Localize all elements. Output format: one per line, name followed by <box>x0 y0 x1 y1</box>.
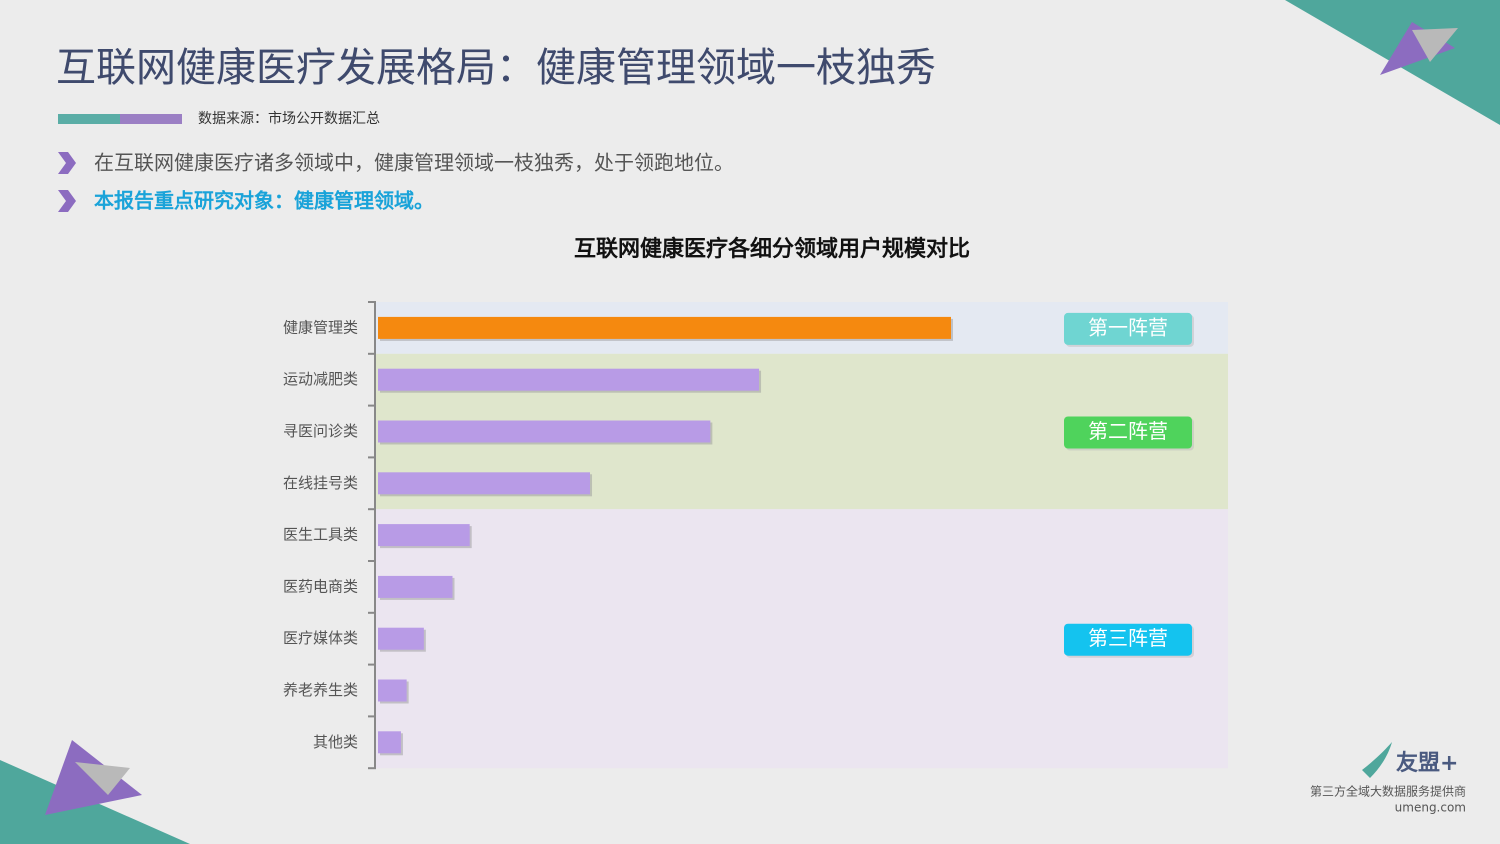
category-label: 健康管理类 <box>283 318 358 336</box>
accent-bar <box>120 114 182 124</box>
bullet-icon <box>58 152 76 174</box>
category-label: 医生工具类 <box>283 526 358 544</box>
camp-label: 第二阵营 <box>1088 419 1168 443</box>
bar <box>378 420 711 443</box>
corner-decoration <box>1412 28 1458 62</box>
bar <box>378 316 951 339</box>
bullet-icon <box>58 190 76 212</box>
bar <box>378 368 760 391</box>
bar <box>378 575 453 598</box>
category-label: 医药电商类 <box>283 577 358 595</box>
camp-badge <box>1064 312 1192 345</box>
bullet-text: 在互联网健康医疗诸多领域中，健康管理领域一枝独秀，处于领跑地位。 <box>94 151 734 175</box>
slide-title: 互联网健康医疗发展格局：健康管理领域一枝独秀 <box>56 45 936 91</box>
category-label: 在线挂号类 <box>283 474 358 492</box>
category-label: 养老养生类 <box>283 681 358 699</box>
camp-label: 第三阵营 <box>1088 626 1168 650</box>
category-label: 运动减肥类 <box>283 370 358 388</box>
bar <box>378 731 401 754</box>
camp-badge <box>1064 416 1192 449</box>
camp-badge <box>1064 623 1192 656</box>
tagline: 第三方全域大数据服务提供商 <box>1310 784 1466 799</box>
bar <box>378 627 424 650</box>
accent-bar <box>58 114 120 124</box>
corner-decoration <box>1380 22 1455 75</box>
bar <box>378 472 591 495</box>
bullet-text: 本报告重点研究对象：健康管理领域。 <box>94 189 434 213</box>
brand: 友盟+ <box>1396 751 1458 776</box>
category-label: 寻医问诊类 <box>283 422 358 440</box>
bar <box>378 679 407 702</box>
chart-title: 互联网健康医疗各细分领域用户规模对比 <box>574 236 970 262</box>
category-label: 其他类 <box>313 733 358 751</box>
camp-label: 第一阵营 <box>1088 315 1168 339</box>
logo-icon <box>1362 742 1392 778</box>
corner-decoration <box>75 762 130 795</box>
source-note: 数据来源：市场公开数据汇总 <box>198 110 380 127</box>
category-label: 医疗媒体类 <box>283 629 358 647</box>
bar <box>378 524 470 547</box>
url: umeng.com <box>1395 801 1466 815</box>
